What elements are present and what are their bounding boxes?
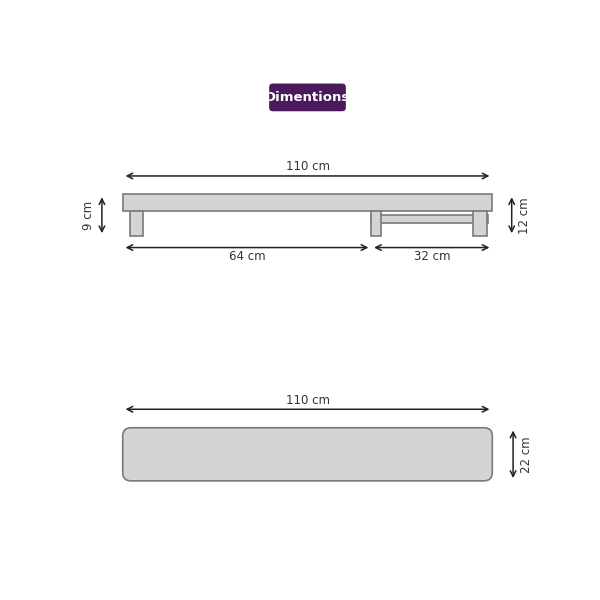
Text: 64 cm: 64 cm [229,250,265,263]
Bar [473,211,487,236]
Bar [371,211,382,236]
Text: 12 cm: 12 cm [518,197,531,233]
Text: 110 cm: 110 cm [286,394,329,407]
Bar [123,194,493,211]
Bar [130,211,143,236]
Text: 9 cm: 9 cm [82,200,95,230]
FancyBboxPatch shape [123,428,493,481]
Text: 110 cm: 110 cm [286,160,329,173]
Text: 32 cm: 32 cm [413,250,450,263]
Text: Dimentions: Dimentions [265,91,350,104]
Bar [371,215,488,223]
FancyBboxPatch shape [269,83,346,111]
Text: 22 cm: 22 cm [520,436,533,473]
